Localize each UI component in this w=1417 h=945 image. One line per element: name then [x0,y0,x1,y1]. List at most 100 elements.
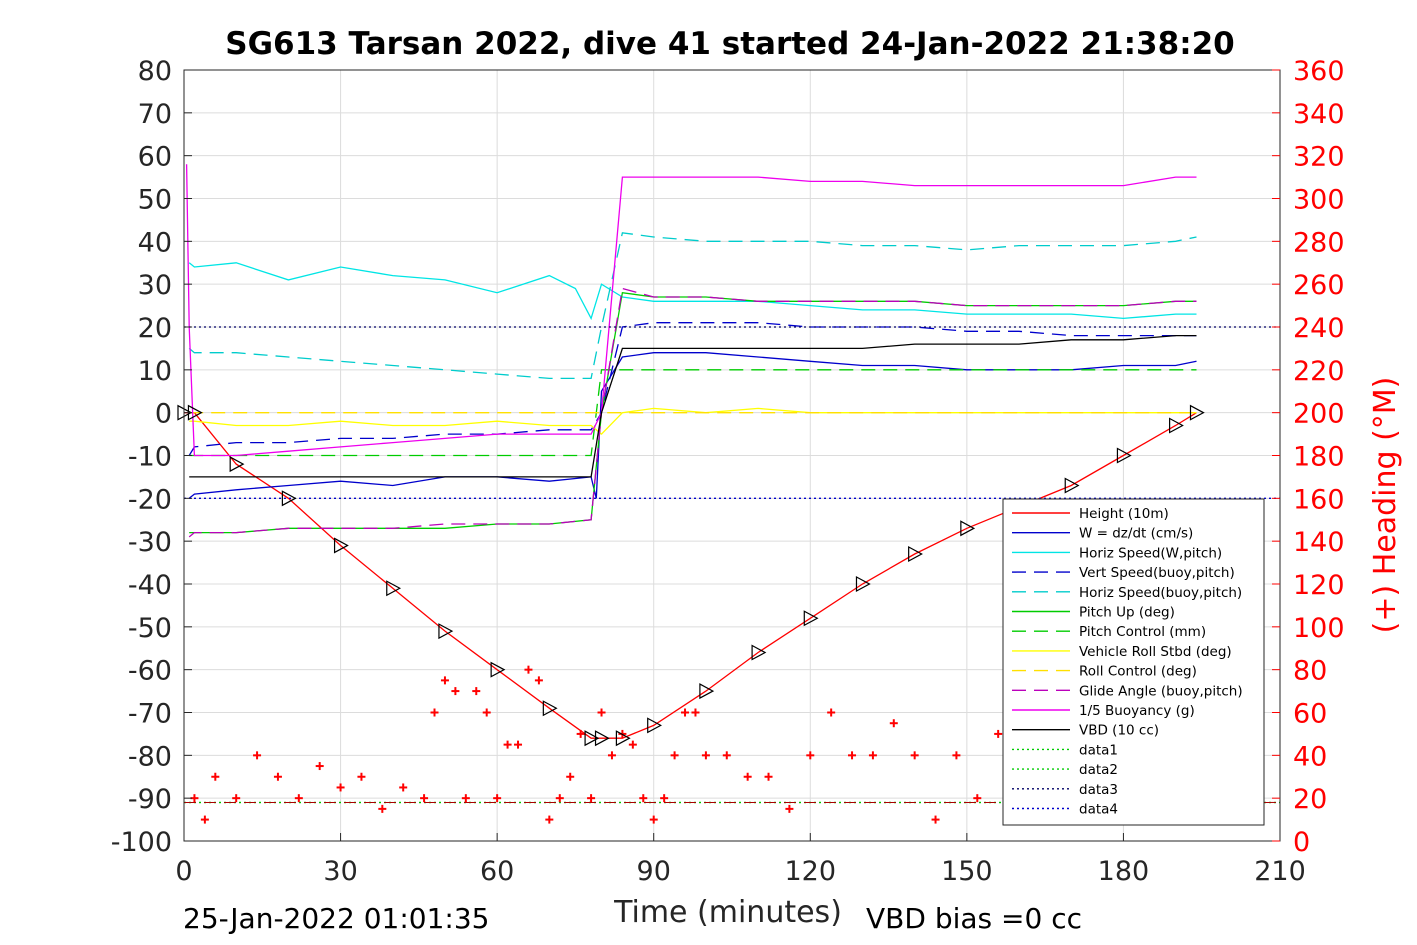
y-right-tick-label-11: 140 [1293,527,1345,558]
y-tick-label-11: -30 [128,527,172,558]
heading-point-46 [848,751,857,760]
heading-point-30 [607,751,616,760]
height-marker-8 [542,700,558,717]
heading-point-6 [294,794,303,803]
x-tick-label-4: 120 [785,856,837,887]
heading-point-14 [440,676,449,685]
y-right-tick-label-6: 240 [1293,313,1345,344]
y-right-tick-label-17: 20 [1293,784,1327,815]
legend-label-3: Vert Speed(buoy,pitch) [1079,565,1235,581]
heading-point-13 [430,708,439,717]
heading-point-8 [336,783,345,792]
heading-point-1 [200,815,209,824]
y-right-tick-label-18: 0 [1293,827,1310,858]
x-tick-label-1: 30 [323,856,357,887]
heading-point-38 [691,708,700,717]
height-marker-4 [333,537,349,554]
footer-timestamp: 25-Jan-2022 01:01:35 [183,902,489,935]
series-line-4 [188,232,1197,380]
heading-point-27 [576,729,585,738]
y-right-tick-label-13: 100 [1293,613,1345,644]
y-tick-label-1: 70 [138,99,172,130]
heading-point-18 [482,708,491,717]
height-marker-16 [855,575,871,593]
legend-label-5: Pitch Up (deg) [1079,605,1175,621]
x-axis-label: Time (minutes) [613,895,842,930]
heading-point-42 [764,772,773,781]
heading-point-5 [273,772,282,781]
legend-label-11: VBD (10 cc) [1079,723,1159,739]
heading-point-36 [670,751,679,760]
heading-point-53 [994,729,1003,738]
height-marker-13 [699,683,715,700]
y-right-tick-label-1: 340 [1293,99,1345,130]
heading-point-28 [587,794,596,803]
right-axis-label: (+) Heading (°M) [1368,377,1403,634]
height-marker-6 [438,623,454,640]
y-tick-label-4: 40 [138,227,172,258]
heading-point-37 [681,708,690,717]
y-tick-label-9: -10 [128,442,172,473]
y-tick-label-13: -50 [128,613,172,644]
heading-point-12 [420,794,429,803]
y-right-tick-label-8: 200 [1293,399,1345,430]
y-tick-label-3: 50 [138,185,172,216]
legend-label-0: Height (10m) [1079,506,1169,522]
legend-label-12: data1 [1079,742,1118,758]
heading-point-29 [597,708,606,717]
heading-point-32 [628,740,637,749]
height-marker-18 [960,520,976,537]
heading-point-21 [514,740,523,749]
legend-label-2: Horiz Speed(W,pitch) [1079,545,1222,561]
legend-label-14: data3 [1079,782,1118,798]
x-tick-label-6: 180 [1098,856,1150,887]
y-tick-label-0: 80 [138,56,172,87]
y-tick-label-18: -100 [111,827,172,858]
heading-point-49 [910,751,919,760]
heading-point-10 [378,804,387,813]
legend-label-15: data4 [1079,802,1118,818]
height-marker-2 [229,456,245,473]
y-tick-label-14: -60 [128,656,172,687]
y-right-tick-label-9: 180 [1293,442,1345,473]
height-marker-3 [281,490,297,507]
y-right-tick-label-15: 60 [1293,699,1327,730]
heading-point-16 [461,794,470,803]
y-right-tick-label-10: 160 [1293,484,1345,515]
y-tick-label-10: -20 [128,484,172,515]
y-tick-label-15: -70 [128,699,172,730]
heading-point-24 [545,815,554,824]
series-group [184,164,1280,804]
heading-point-3 [232,794,241,803]
heading-point-45 [827,708,836,717]
y-right-tick-label-5: 260 [1293,270,1345,301]
heading-point-20 [503,740,512,749]
heading-point-51 [952,751,961,760]
heading-point-4 [253,751,262,760]
height-marker-22 [1169,417,1184,434]
y-axis-ticks: 80 70 60 50 40 30 20 10 0 -10 -20 -30 -40 -50 -60 -70 -8… [111,56,192,858]
y-right-tick-label-7: 220 [1293,356,1345,387]
height-marker-21 [1116,447,1132,464]
legend-label-7: Vehicle Roll Stbd (deg) [1079,644,1232,660]
height-marker-15 [803,610,819,627]
y-right-tick-label-14: 80 [1293,656,1327,687]
legend-label-13: data2 [1079,762,1118,778]
heading-point-41 [743,772,752,781]
y-right-tick-label-3: 300 [1293,185,1345,216]
x-tick-label-0: 0 [175,856,192,887]
heading-point-52 [973,794,982,803]
y-axis-right-ticks: 3603403203002802602402202001801601401201… [1272,56,1345,858]
heading-point-7 [315,762,324,771]
y-right-tick-label-4: 280 [1293,227,1345,258]
heading-point-2 [211,772,220,781]
height-marker-12 [647,717,662,734]
legend-label-6: Pitch Control (mm) [1079,624,1206,640]
y-tick-label-6: 20 [138,313,172,344]
series-line-10 [185,164,1197,457]
y-tick-label-17: -90 [128,784,172,815]
y-right-tick-label-16: 40 [1293,741,1327,772]
height-marker-10 [594,730,610,747]
x-tick-label-3: 90 [637,856,671,887]
x-tick-label-5: 150 [941,856,993,887]
